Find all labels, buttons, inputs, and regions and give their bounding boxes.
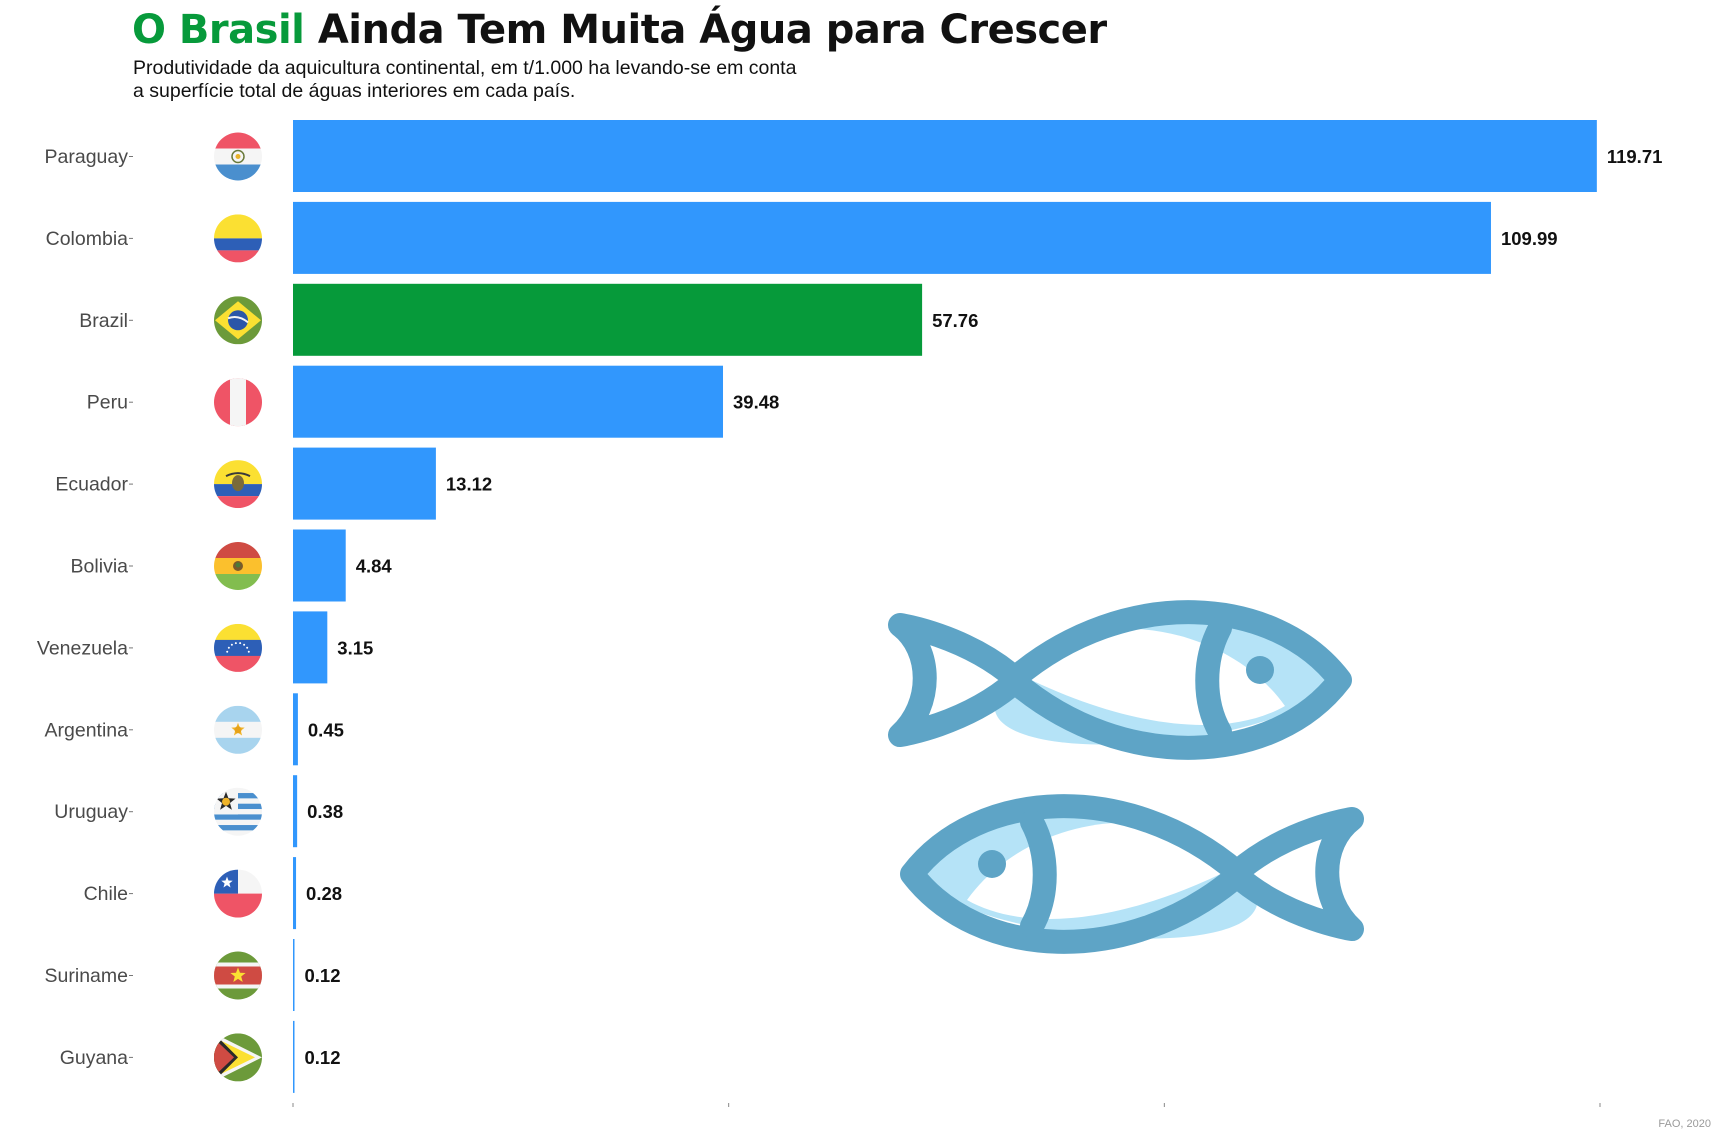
subtitle-line-1: Produtividade da aquicultura continental… bbox=[133, 57, 797, 79]
category-label: Venezuela bbox=[37, 637, 128, 659]
guyana-flag-icon bbox=[214, 1033, 262, 1082]
chile-flag-icon bbox=[214, 869, 262, 918]
value-labels: 119.71 109.99 57.76 39.48 13.12 4.84 3.15 0.45 0… bbox=[305, 146, 1663, 1068]
value-label: 0.12 bbox=[305, 965, 341, 986]
bar bbox=[293, 447, 436, 520]
value-label: 0.12 bbox=[305, 1047, 341, 1068]
bar bbox=[293, 693, 298, 766]
brazil-flag-icon bbox=[214, 296, 262, 345]
bar bbox=[293, 120, 1597, 192]
category-label: Suriname bbox=[45, 965, 128, 987]
peru-flag-icon bbox=[214, 378, 262, 427]
uruguay-flag-icon bbox=[214, 787, 262, 836]
bar bbox=[293, 1020, 295, 1093]
value-label: 13.12 bbox=[446, 474, 492, 495]
category-label: Guyana bbox=[60, 1047, 128, 1069]
source-note: FAO, 2020 bbox=[1658, 1118, 1711, 1130]
bar bbox=[293, 775, 298, 848]
value-label: 0.45 bbox=[308, 719, 344, 740]
title-rest: Ainda Tem Muita Água para Crescer bbox=[317, 7, 1107, 53]
chart-subtitle: Produtividade da aquicultura continental… bbox=[133, 57, 796, 103]
category-label: Argentina bbox=[45, 719, 129, 741]
flag-column bbox=[214, 132, 262, 1082]
bar bbox=[293, 365, 724, 438]
paraguay-flag-icon bbox=[214, 132, 262, 181]
value-label: 57.76 bbox=[932, 310, 978, 331]
category-labels: Paraguay Colombia Brazil Peru Ecuador Bolivia… bbox=[37, 146, 133, 1069]
category-label: Chile bbox=[84, 883, 128, 905]
ecuador-flag-icon bbox=[214, 460, 262, 509]
value-label: 109.99 bbox=[1501, 228, 1558, 249]
category-label: Brazil bbox=[79, 310, 128, 332]
bar bbox=[293, 857, 297, 930]
bar bbox=[293, 283, 923, 356]
fish-icon bbox=[888, 600, 1352, 760]
x-axis bbox=[292, 1103, 1601, 1107]
category-label: Peru bbox=[87, 392, 128, 414]
bar bbox=[293, 939, 295, 1011]
category-label: Bolivia bbox=[71, 556, 129, 578]
value-label: 39.48 bbox=[733, 392, 779, 413]
bar bbox=[293, 611, 328, 684]
bar bbox=[293, 529, 346, 602]
bars bbox=[293, 120, 1597, 1093]
value-label: 0.38 bbox=[307, 801, 343, 822]
value-label: 0.28 bbox=[306, 883, 342, 904]
value-label: 119.71 bbox=[1607, 146, 1663, 167]
category-label: Paraguay bbox=[45, 146, 129, 168]
colombia-flag-icon bbox=[214, 214, 262, 263]
subtitle-line-2: a superfície total de águas interiores e… bbox=[133, 80, 576, 102]
category-label: Uruguay bbox=[54, 801, 128, 823]
title-accent: O Brasil bbox=[132, 7, 305, 53]
value-label: 3.15 bbox=[337, 637, 373, 658]
suriname-flag-icon bbox=[214, 951, 262, 1000]
venezuela-flag-icon bbox=[214, 623, 262, 672]
category-label: Ecuador bbox=[55, 474, 128, 496]
chart-title: O Brasil Ainda Tem Muita Água para Cresc… bbox=[132, 4, 1107, 56]
bolivia-flag-icon bbox=[214, 542, 262, 590]
argentina-flag-icon bbox=[214, 705, 262, 754]
bar bbox=[293, 201, 1491, 274]
category-label: Colombia bbox=[46, 228, 129, 250]
fish-icon bbox=[900, 794, 1364, 954]
value-label: 4.84 bbox=[356, 556, 393, 577]
